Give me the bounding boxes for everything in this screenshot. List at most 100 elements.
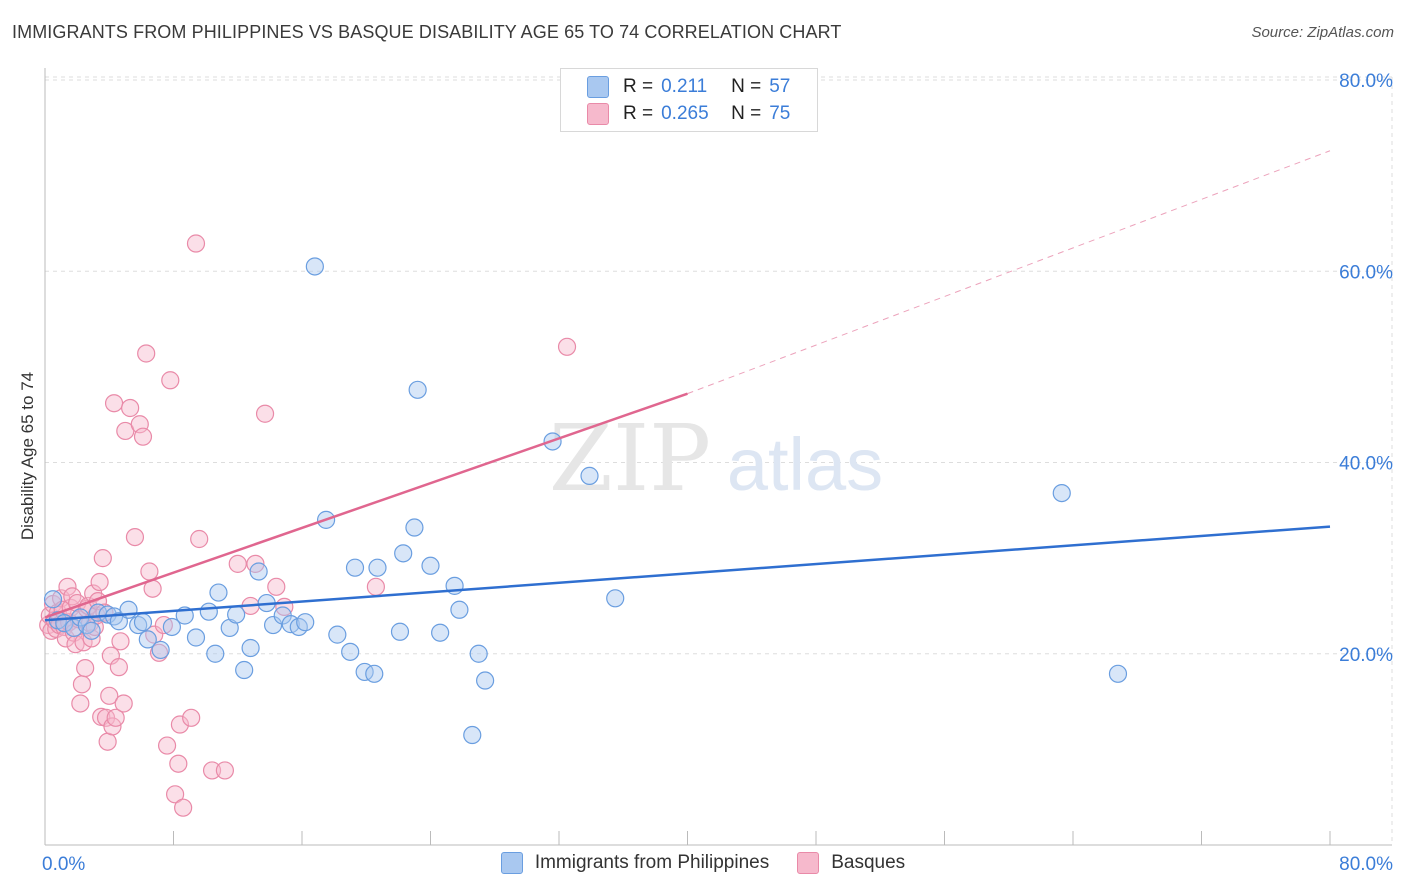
philippines-point — [305, 257, 324, 276]
basques-point — [190, 529, 209, 549]
basques-point — [169, 754, 188, 773]
x-tick-label: 80.0% — [1339, 854, 1393, 875]
basques-point — [157, 736, 177, 755]
y-tick-label: 80.0% — [1339, 71, 1393, 92]
basques-point — [182, 708, 201, 727]
philippines-point — [394, 544, 413, 563]
legend-label: Immigrants from Philippines — [534, 852, 770, 873]
philippines-point — [368, 558, 387, 577]
basques-point — [72, 675, 92, 694]
watermark-atlas: atlas — [727, 423, 883, 506]
philippines-point — [431, 623, 450, 642]
philippines-point — [43, 590, 63, 609]
y-tick-label: 40.0% — [1339, 454, 1393, 475]
philippines-point — [421, 556, 440, 575]
basques-point — [267, 577, 286, 596]
legend-item-basques: Basques — [797, 852, 905, 874]
philippines-point — [408, 380, 427, 399]
n-label: N = — [731, 103, 762, 124]
basques-point — [106, 708, 125, 727]
basques-point — [170, 715, 190, 734]
basques-point — [114, 694, 133, 713]
philippines-point — [1052, 484, 1071, 503]
philippines-point — [345, 558, 365, 577]
basques-trend-line — [44, 392, 688, 619]
basques-points — [39, 234, 577, 817]
r-value: 0.265 — [661, 103, 709, 124]
philippines-point — [162, 617, 181, 637]
chart-title: IMMIGRANTS FROM PHILIPPINES VS BASQUE DI… — [12, 22, 842, 42]
basques-point — [140, 562, 159, 581]
legend-swatch-pink — [797, 852, 820, 874]
philippines-point — [450, 600, 469, 619]
philippines-point — [296, 613, 315, 632]
trend-lines — [44, 150, 1331, 622]
philippines-point — [263, 615, 283, 635]
basques-point — [58, 577, 77, 596]
basques-point — [121, 398, 140, 418]
philippines-point — [249, 562, 268, 581]
philippines-point — [199, 602, 218, 621]
basques-point — [202, 761, 222, 780]
n-label: N = — [731, 76, 762, 97]
philippines-point — [463, 725, 482, 745]
philippines-point — [606, 589, 625, 608]
basques-point — [100, 686, 119, 705]
philippines-point — [241, 638, 260, 658]
axes — [44, 68, 1392, 846]
basques-point — [82, 629, 101, 648]
basques-point — [71, 694, 90, 713]
basques-point — [186, 234, 206, 253]
r-value: 0.211 — [661, 76, 708, 97]
philippines-point — [328, 625, 347, 644]
basques-point — [93, 549, 112, 568]
basques-point — [149, 643, 169, 662]
n-value: 75 — [769, 103, 791, 124]
series-legend: Immigrants from Philippines Basques — [0, 852, 1406, 874]
n-value: 57 — [769, 76, 791, 97]
philippines-point — [1108, 664, 1128, 683]
philippines-trend-line — [44, 525, 1331, 622]
legend-row-philippines: R = 0.211 N = 57 — [587, 74, 790, 100]
philippines-point — [227, 605, 246, 624]
basques-point — [90, 572, 109, 592]
y-tick-label: 60.0% — [1339, 262, 1393, 283]
philippines-point — [206, 644, 225, 663]
watermark: ZIP atlas — [549, 405, 883, 512]
basques-point — [76, 658, 95, 678]
legend-swatch-blue — [500, 852, 523, 874]
stats-legend: R = 0.211 N = 57 R = 0.265 N = 75 — [560, 68, 818, 132]
philippines-point — [235, 660, 254, 680]
basques-trend-extension — [687, 150, 1331, 395]
tick-labels: 20.0% 40.0% 60.0% 80.0% 0.0% 80.0% — [42, 71, 1393, 875]
basques-point — [255, 404, 275, 423]
basques-point — [366, 577, 385, 596]
philippines-points — [43, 257, 1128, 745]
philippines-point — [341, 642, 360, 661]
x-tick-label: 0.0% — [42, 854, 85, 875]
philippines-point — [580, 466, 599, 485]
basques-point — [161, 371, 180, 390]
basques-point — [133, 427, 153, 446]
y-tick-label: 20.0% — [1339, 645, 1393, 666]
philippines-point — [138, 630, 157, 649]
philippines-point — [129, 615, 148, 635]
basques-point — [228, 554, 247, 573]
philippines-point — [390, 622, 410, 641]
legend-item-philippines: Immigrants from Philippines — [500, 852, 770, 874]
philippines-point — [209, 583, 228, 602]
philippines-point — [133, 613, 153, 632]
basques-point — [174, 798, 193, 817]
basques-point — [166, 785, 185, 804]
grid-lines — [45, 76, 1393, 845]
watermark-zip: ZIP — [549, 405, 711, 512]
philippines-point — [186, 628, 206, 647]
legend-label: Basques — [831, 852, 906, 873]
philippines-point — [151, 640, 170, 660]
philippines-point — [365, 664, 384, 683]
legend-swatch-blue — [587, 76, 609, 98]
basques-point — [111, 632, 130, 651]
basques-point — [137, 344, 156, 363]
philippines-point — [469, 644, 488, 663]
